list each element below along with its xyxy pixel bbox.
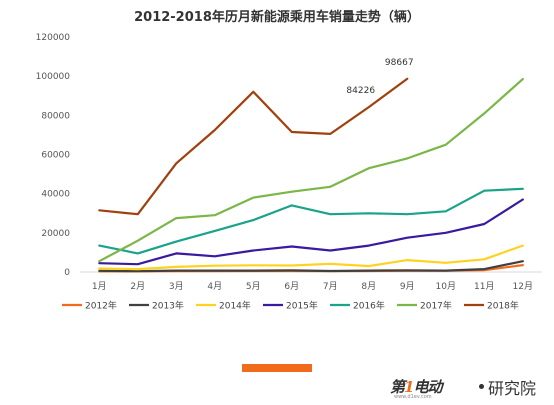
series-line-2015年 xyxy=(98,198,524,266)
y-tick-label: 120000 xyxy=(36,33,71,43)
brand-url: www.d1ev.com xyxy=(394,394,432,400)
footer-accent-bar xyxy=(242,364,312,372)
brand-name: 研究院 xyxy=(488,379,537,398)
x-tick-label: 1月 xyxy=(92,281,107,292)
legend-label: 2018年 xyxy=(487,300,519,312)
series-line-2018年 xyxy=(98,77,409,216)
x-tick-label: 9月 xyxy=(400,281,415,292)
series-line-2014年 xyxy=(98,244,524,271)
x-tick-label: 4月 xyxy=(207,281,222,292)
y-tick-label: 0 xyxy=(64,268,70,278)
series-lines xyxy=(98,77,524,273)
y-tick-label: 100000 xyxy=(36,72,71,82)
series-line-2016年 xyxy=(98,187,524,255)
x-tick-label: 2月 xyxy=(130,281,145,292)
legend-label: 2013年 xyxy=(152,300,184,312)
y-tick-label: 20000 xyxy=(41,229,70,239)
legend-label: 2016年 xyxy=(353,300,385,312)
y-tick-label: 40000 xyxy=(41,190,70,200)
x-tick-label: 6月 xyxy=(284,281,299,292)
chart-axes: 0 20000 40000 60000 80000 100000 120000 1月 2月 3月 4… xyxy=(36,33,542,292)
legend-label: 2014年 xyxy=(219,300,251,312)
x-tick-label: 7月 xyxy=(323,281,338,292)
data-label: 84226 xyxy=(346,86,375,96)
x-tick-label: 11月 xyxy=(474,281,494,292)
legend-label: 2012年 xyxy=(85,300,117,312)
y-tick-label: 60000 xyxy=(41,151,70,161)
legend-label: 2017年 xyxy=(420,300,452,312)
data-labels: 84226 98667 xyxy=(346,58,413,96)
x-tick-label: 10月 xyxy=(436,281,456,292)
chart-legend: 2012年 2013年 2014年 2015年 2016年 2017年 2018年 xyxy=(62,300,519,312)
x-tick-label: 12月 xyxy=(513,281,533,292)
chart-title: 2012-2018年历月新能源乘用车销量走势（辆） xyxy=(134,10,420,25)
brand-mark: 第1电动 xyxy=(390,378,442,396)
y-tick-label: 80000 xyxy=(41,111,70,121)
brand-separator-dot xyxy=(479,384,484,389)
x-tick-label: 3月 xyxy=(169,281,184,292)
brand-logo: 第1电动 研究院 www.d1ev.com xyxy=(390,373,550,403)
legend-label: 2015年 xyxy=(286,300,318,312)
series-line-2017年 xyxy=(98,77,524,263)
data-label: 98667 xyxy=(385,58,414,68)
series-line-2013年 xyxy=(98,260,524,273)
x-tick-label: 5月 xyxy=(246,281,261,292)
x-tick-label: 8月 xyxy=(361,281,376,292)
